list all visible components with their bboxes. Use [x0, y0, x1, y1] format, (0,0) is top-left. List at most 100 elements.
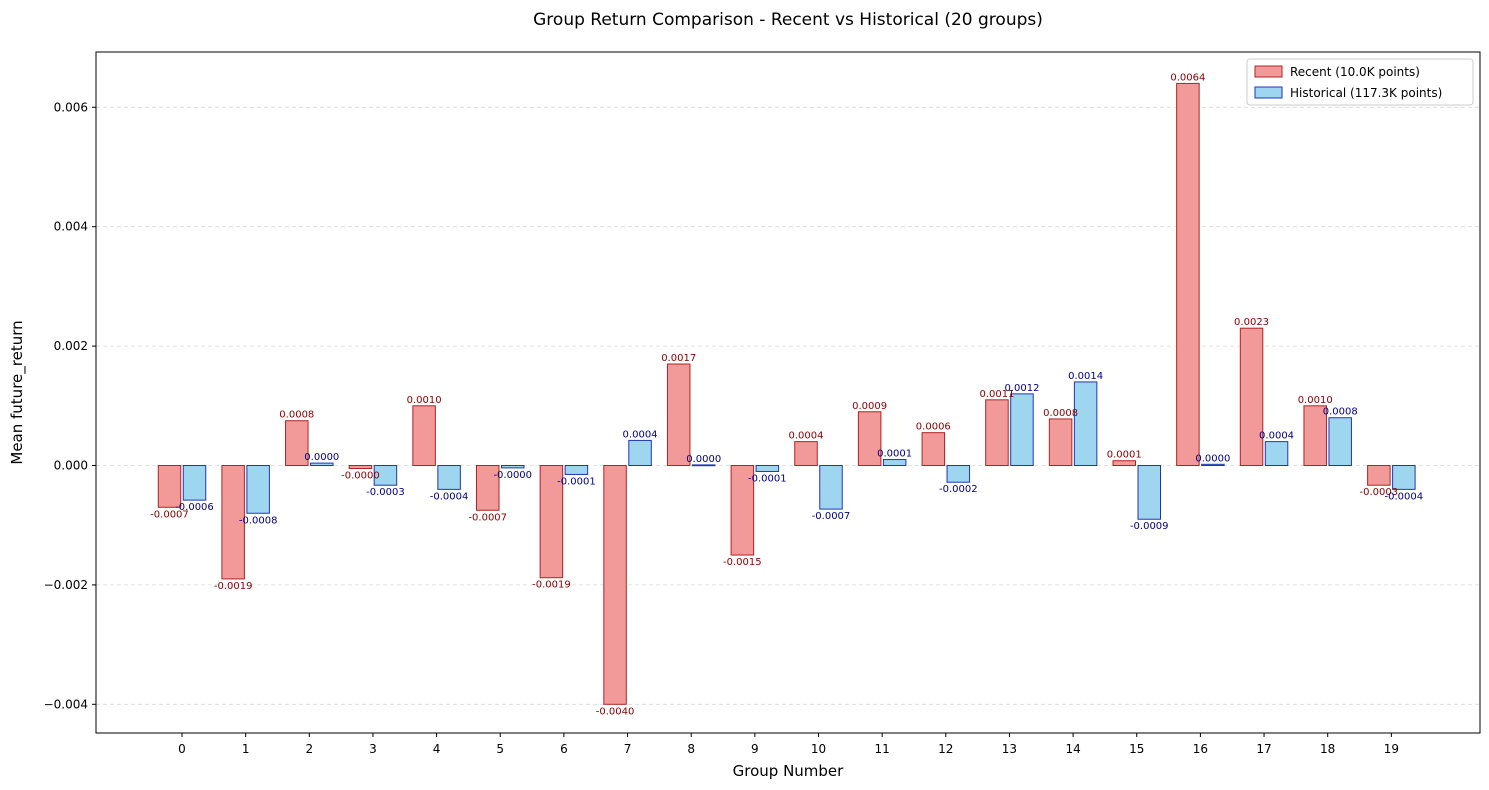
data-label: -0.0001	[748, 473, 787, 484]
bar	[730, 465, 755, 556]
x-tick-label: 5	[496, 742, 504, 756]
legend-label: Recent (10.0K points)	[1290, 65, 1420, 79]
bar	[946, 465, 971, 483]
bar	[373, 465, 398, 486]
bar	[348, 465, 373, 469]
bar	[1048, 418, 1073, 466]
data-label: -0.0007	[150, 509, 189, 520]
data-label: 0.0064	[1170, 72, 1205, 83]
x-tick-label: 15	[1129, 742, 1144, 756]
x-tick-label: 2	[305, 742, 313, 756]
x-tick-label: 13	[1002, 742, 1017, 756]
data-label: -0.0004	[1385, 491, 1424, 502]
data-label: 0.0008	[279, 410, 314, 421]
data-label: 0.0023	[1234, 317, 1269, 328]
bars-layer	[157, 82, 1416, 705]
y-axis-ticks: −0.004 −0.002 0.000 0.002 0.004 0.006	[44, 100, 96, 711]
data-label: -0.0009	[1130, 521, 1169, 532]
data-label: -0.0008	[239, 515, 278, 526]
bar	[1137, 465, 1161, 520]
data-label: -0.0015	[723, 557, 762, 568]
legend-box	[1246, 58, 1474, 106]
bar	[437, 465, 461, 490]
legend: Recent (10.0K points) Historical (117.3K …	[1246, 58, 1474, 106]
data-label: 0.0008	[1043, 408, 1078, 419]
x-tick-label: 0	[178, 742, 186, 756]
bar	[666, 363, 691, 467]
data-label: -0.0006	[175, 502, 214, 513]
bar	[755, 465, 780, 472]
x-tick-label: 6	[560, 742, 568, 756]
bar	[157, 465, 182, 508]
data-label: 0.0009	[852, 401, 887, 412]
data-label: -0.0000	[493, 470, 532, 481]
x-tick-label: 1	[242, 742, 250, 756]
bar	[1367, 465, 1391, 486]
grid-lines	[96, 106, 1480, 705]
x-axis-label: Group Number	[733, 762, 845, 780]
bar	[603, 465, 627, 705]
x-tick-label: 18	[1320, 742, 1335, 756]
y-tick-label: 0.004	[54, 220, 88, 234]
data-label: 0.0001	[877, 449, 912, 460]
bar	[310, 462, 334, 466]
x-tick-label: 7	[624, 742, 632, 756]
y-tick-label: −0.004	[44, 697, 88, 711]
bar	[182, 465, 207, 501]
data-label: 0.0000	[686, 454, 721, 465]
bar	[819, 465, 843, 510]
x-tick-label: 3	[369, 742, 377, 756]
plot-frame	[95, 51, 1481, 734]
data-labels-layer: -0.0007 -0.0019 0.0008 -0.0000 0.0010 -0.0007…	[150, 72, 1423, 717]
bar	[1392, 465, 1416, 490]
data-label: -0.0003	[1360, 487, 1399, 498]
data-label: 0.0012	[1004, 383, 1039, 394]
legend-label: Historical (117.3K points)	[1290, 86, 1442, 100]
y-tick-label: 0.006	[54, 100, 88, 114]
bar	[285, 420, 309, 467]
x-tick-label: 10	[811, 742, 826, 756]
bar	[412, 405, 436, 466]
data-label: -0.0004	[430, 491, 469, 502]
y-axis-label: Mean future_return	[8, 320, 27, 464]
data-label: -0.0003	[366, 487, 405, 498]
y-tick-label: 0.000	[54, 459, 88, 473]
bar	[691, 464, 716, 467]
bar	[1303, 405, 1327, 466]
x-tick-label: 12	[938, 742, 953, 756]
x-tick-label: 17	[1256, 742, 1271, 756]
data-label: -0.0001	[557, 476, 596, 487]
x-tick-label: 14	[1065, 742, 1080, 756]
bar	[246, 465, 270, 514]
data-label: 0.0014	[1068, 371, 1103, 382]
data-label: -0.0040	[596, 706, 635, 717]
x-tick-label: 8	[687, 742, 695, 756]
data-label: 0.0001	[1107, 450, 1142, 461]
bar	[1239, 327, 1264, 466]
data-label: -0.0007	[812, 511, 851, 522]
bar	[1112, 460, 1136, 466]
data-label: 0.0006	[916, 422, 951, 433]
bar	[564, 465, 589, 475]
bar	[501, 465, 525, 469]
data-label: 0.0004	[789, 431, 824, 442]
data-label: -0.0000	[341, 470, 380, 481]
x-tick-label: 16	[1193, 742, 1208, 756]
bar	[857, 411, 882, 466]
data-label: 0.0017	[661, 353, 696, 364]
bar	[221, 465, 245, 580]
data-label: -0.0002	[939, 484, 978, 495]
bar	[794, 441, 818, 466]
x-tick-label: 4	[433, 742, 441, 756]
data-label: -0.0007	[468, 512, 507, 523]
bar	[628, 439, 652, 466]
data-label: 0.0011	[979, 389, 1014, 400]
bar	[476, 465, 500, 511]
data-label: 0.0000	[1195, 453, 1230, 464]
data-label: 0.0010	[1298, 395, 1333, 406]
x-axis-ticks: 0 1 2 3 4 5 6 7 8 9 10 11 12 13 14 15 16 17 18 19	[178, 733, 1399, 756]
bar	[921, 432, 946, 467]
bar	[539, 465, 564, 579]
y-tick-label: 0.002	[54, 339, 88, 353]
